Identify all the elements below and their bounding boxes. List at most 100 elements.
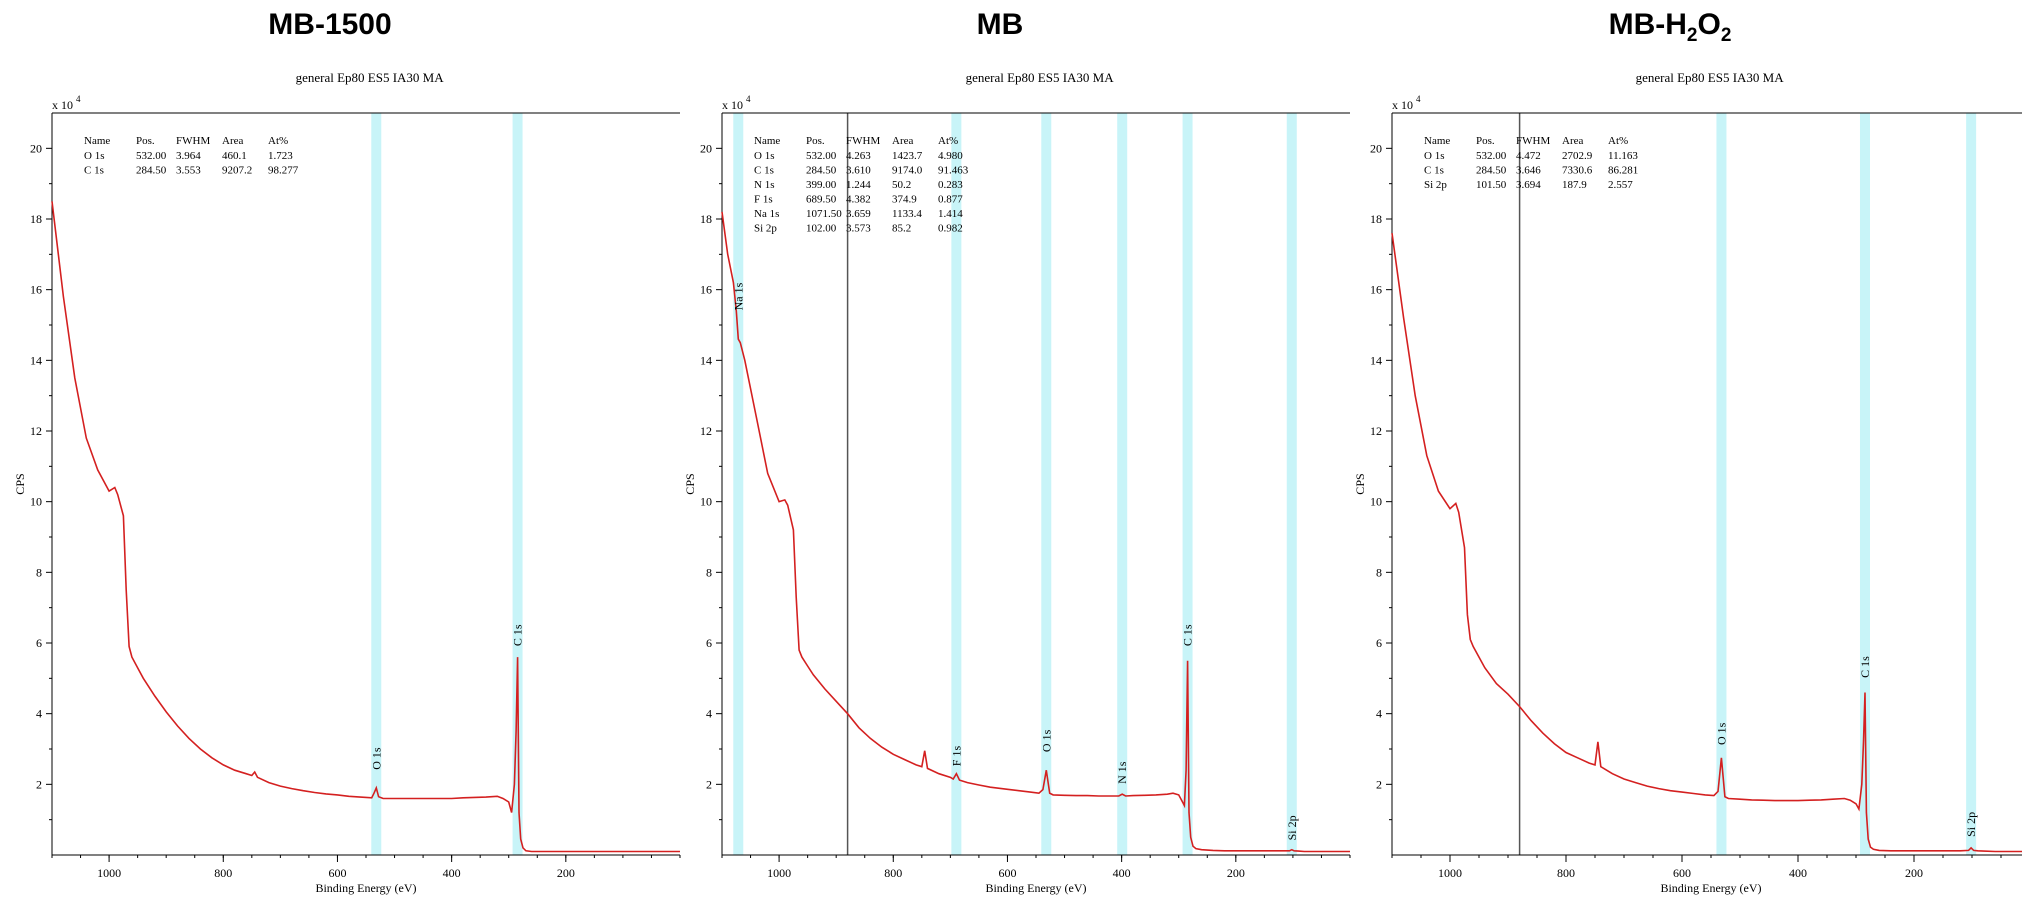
table-cell: 1071.50 [806, 208, 842, 220]
peak-label: F 1s [949, 746, 963, 767]
table-cell: Si 2p [1424, 179, 1447, 191]
table-header: FWHM [1516, 135, 1550, 147]
y-tick-label: 4 [706, 707, 712, 721]
table-cell: F 1s [754, 194, 773, 206]
table-cell: 1133.4 [892, 208, 922, 220]
y-tick-label: 14 [1370, 353, 1382, 367]
y-scale-label: x 10 [722, 98, 743, 112]
chart-subtitle: general Ep80 ES5 IA30 MA [966, 70, 1115, 85]
peak-label: O 1s [1714, 722, 1728, 745]
y-tick-label: 10 [700, 495, 712, 509]
y-tick-label: 4 [1376, 707, 1382, 721]
peak-label: Na 1s [731, 282, 745, 310]
xps-spectrum-chart: general Ep80 ES5 IA30 MA 2 4 6 8 10 12 14 16 18 20… [1353, 70, 2022, 895]
table-cell: 91.463 [938, 165, 969, 177]
x-tick-label: 400 [1113, 866, 1131, 880]
table-cell: 532.00 [806, 150, 837, 162]
x-tick-label: 200 [557, 866, 575, 880]
table-cell: 1423.7 [892, 150, 923, 162]
table-cell: 50.2 [892, 179, 911, 191]
peak-highlight-band [951, 113, 962, 855]
table-cell: 532.00 [1476, 150, 1507, 162]
x-axis-label: Binding Energy (eV) [315, 881, 416, 895]
peak-label: C 1s [1858, 656, 1872, 678]
table-cell: 1.723 [268, 150, 293, 162]
table-cell: C 1s [754, 165, 774, 177]
chart-panel-mb-1500: MB-1500 general Ep80 ES5 IA30 MA 2 4 6 8 10 12… [0, 0, 681, 900]
y-tick-label: 12 [30, 424, 42, 438]
peak-highlight-band [1117, 113, 1128, 855]
table-cell: 2702.9 [1562, 150, 1593, 162]
y-tick-label: 2 [36, 777, 42, 791]
x-tick-label: 600 [998, 866, 1016, 880]
y-tick-label: 8 [1376, 565, 1382, 579]
spectrum-line [721, 211, 1350, 853]
y-tick-label: 18 [1370, 212, 1382, 226]
table-cell: N 1s [754, 179, 774, 191]
chart-panel-mb-h2o2: MB-H2O2 general Ep80 ES5 IA30 MA 2 4 6 8 10 12… [1340, 0, 2022, 900]
table-cell: Na 1s [754, 208, 779, 220]
y-scale-exponent: 4 [1416, 94, 1421, 104]
y-tick-label: 20 [30, 141, 42, 155]
x-tick-label: 600 [1673, 866, 1691, 880]
x-tick-label: 200 [1227, 866, 1245, 880]
spectrum-line [1391, 232, 2022, 853]
table-header: Pos. [136, 135, 155, 147]
x-tick-label: 800 [214, 866, 232, 880]
peak-label: O 1s [369, 747, 383, 770]
table-cell: 3.610 [846, 165, 871, 177]
table-cell: 86.281 [1608, 165, 1638, 177]
table-cell: 187.9 [1562, 179, 1587, 191]
table-cell: 3.964 [176, 150, 201, 162]
table-cell: 2.557 [1608, 179, 1633, 191]
x-tick-label: 800 [884, 866, 902, 880]
table-cell: 3.694 [1516, 179, 1541, 191]
xps-spectrum-chart: general Ep80 ES5 IA30 MA 2 4 6 8 10 12 14 16 18 20… [13, 70, 681, 895]
table-cell: 0.877 [938, 194, 963, 206]
table-header: FWHM [846, 135, 880, 147]
table-cell: 689.50 [806, 194, 837, 206]
x-axis-label: Binding Energy (eV) [985, 881, 1086, 895]
table-cell: 532.00 [136, 150, 167, 162]
peak-highlight-band [1859, 113, 1870, 855]
peak-highlight-band [1041, 113, 1052, 855]
y-tick-label: 10 [1370, 495, 1382, 509]
table-cell: 3.573 [846, 223, 871, 235]
table-cell: 399.00 [806, 179, 837, 191]
table-header: Pos. [806, 135, 825, 147]
peak-highlight-band [733, 113, 744, 855]
y-axis-label: CPS [13, 473, 27, 494]
y-scale-exponent: 4 [76, 94, 81, 104]
table-cell: 102.00 [806, 223, 837, 235]
table-cell: 4.382 [846, 194, 871, 206]
table-cell: 374.9 [892, 194, 917, 206]
panel-title: MB-1500 [268, 8, 392, 41]
y-tick-label: 8 [706, 565, 712, 579]
table-cell: 284.50 [1476, 165, 1507, 177]
table-cell: 7330.6 [1562, 165, 1593, 177]
spectrum-line [51, 201, 680, 853]
y-tick-label: 6 [706, 636, 712, 650]
table-cell: O 1s [1424, 150, 1444, 162]
y-scale-label: x 10 [1392, 98, 1413, 112]
y-tick-label: 16 [1370, 283, 1382, 297]
table-header: At% [268, 135, 288, 147]
peak-highlight-band [1716, 113, 1727, 855]
x-tick-label: 1000 [97, 866, 121, 880]
y-tick-label: 20 [700, 141, 712, 155]
table-header: Name [1424, 135, 1450, 147]
y-tick-label: 12 [700, 424, 712, 438]
table-cell: 4.263 [846, 150, 871, 162]
peak-label: C 1s [1181, 624, 1195, 646]
table-cell: 284.50 [806, 165, 837, 177]
table-cell: Si 2p [754, 223, 777, 235]
table-cell: 98.277 [268, 165, 299, 177]
peak-highlight-band [1182, 113, 1193, 855]
peak-highlight-band [371, 113, 382, 855]
y-tick-label: 8 [36, 565, 42, 579]
x-tick-label: 600 [328, 866, 346, 880]
table-header: Name [84, 135, 110, 147]
y-axis-label: CPS [1353, 473, 1367, 494]
y-tick-label: 14 [30, 353, 42, 367]
y-tick-label: 10 [30, 495, 42, 509]
